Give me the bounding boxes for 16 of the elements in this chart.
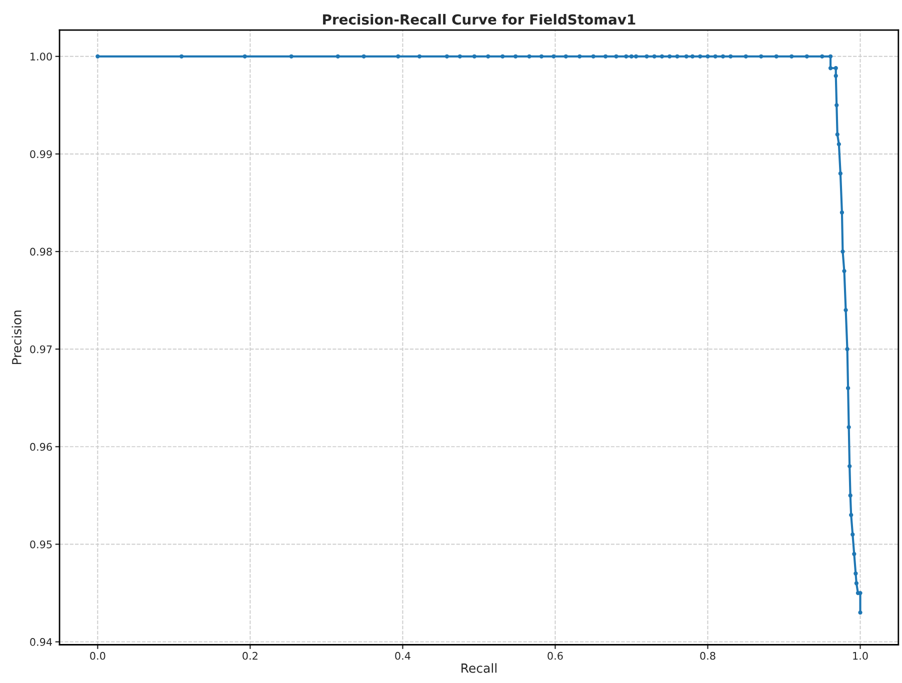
y-tick-label: 0.96 xyxy=(30,442,52,451)
x-tick-label: 0.2 xyxy=(242,652,258,660)
y-tick-label: 0.99 xyxy=(30,150,52,158)
y-tick-label: 1.00 xyxy=(30,52,52,60)
x-tick-label: 0.4 xyxy=(395,652,410,660)
y-tick-label: 0.95 xyxy=(30,540,52,548)
x-axis-title: Recall xyxy=(462,663,496,673)
x-tick-label: 0.0 xyxy=(90,652,106,660)
x-tick-label: 0.8 xyxy=(700,652,716,660)
y-tick-label: 0.97 xyxy=(30,345,52,354)
y-axis-title: Precision xyxy=(12,310,22,364)
y-tick-label: 0.94 xyxy=(30,638,52,646)
x-tick-label: 0.6 xyxy=(548,652,563,660)
chart-title: Precision-Recall Curve for FieldStomav1 xyxy=(323,14,636,25)
y-tick-label: 0.98 xyxy=(30,248,52,256)
x-tick-label: 1.0 xyxy=(853,652,868,660)
